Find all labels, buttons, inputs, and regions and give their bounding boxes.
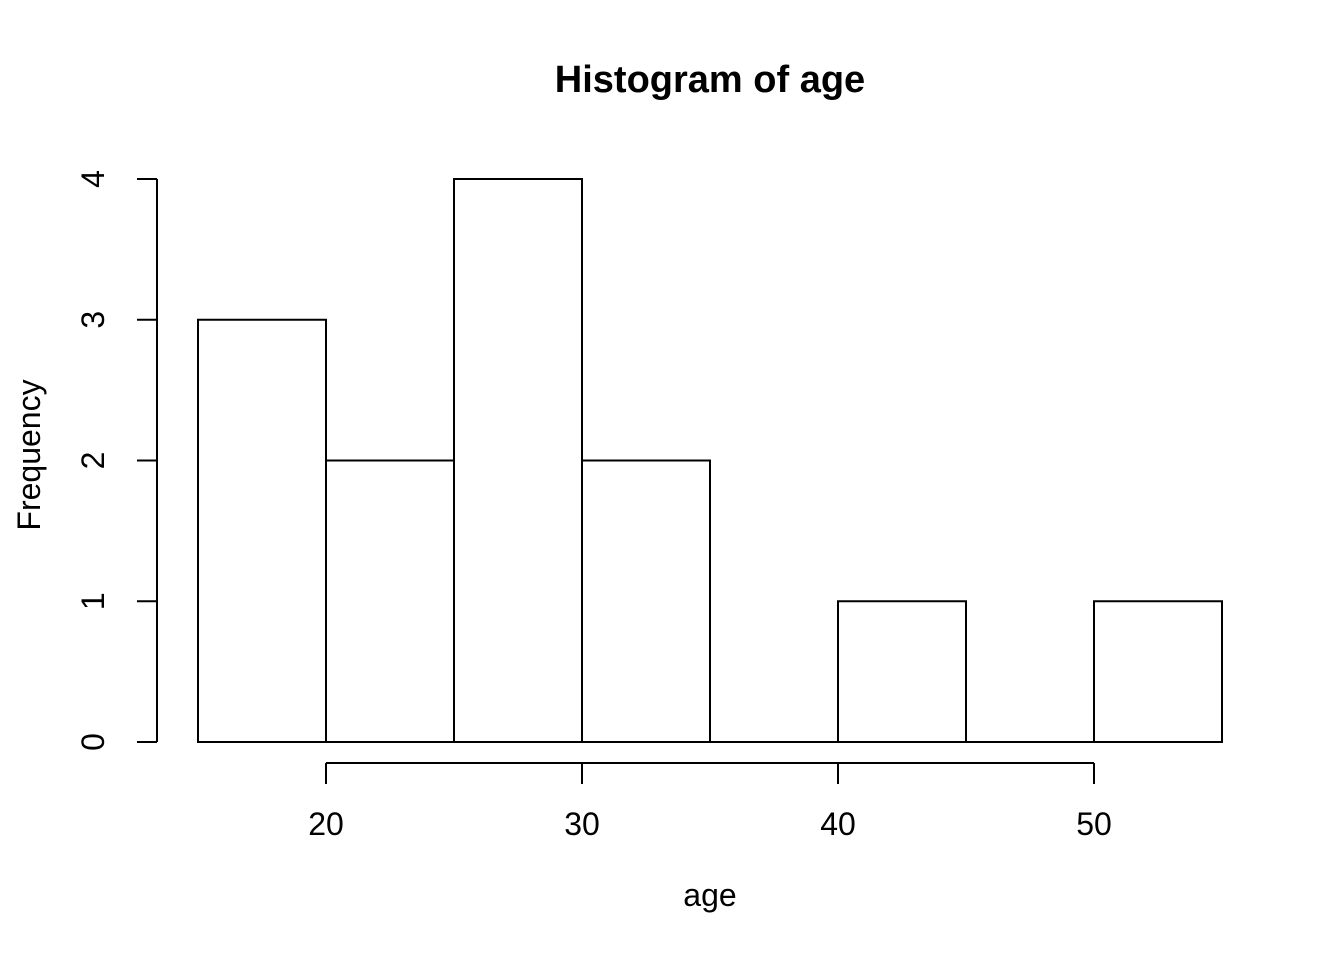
x-axis-tick-label: 40: [820, 806, 856, 842]
y-axis-label: Frequency: [11, 379, 47, 530]
histogram-bar: [325, 459, 455, 743]
histogram-bar: [581, 459, 711, 743]
histogram-bar: [1093, 600, 1223, 743]
chart-title: Histogram of age: [555, 59, 865, 101]
histogram-bar: [453, 178, 583, 743]
y-axis-tick-label: 0: [75, 733, 111, 751]
y-axis-tick-label: 2: [75, 452, 111, 470]
x-axis-tick-label: 30: [564, 806, 600, 842]
x-axis-label: age: [683, 877, 736, 913]
histogram-bars: [197, 178, 1223, 743]
x-axis-tick-label: 50: [1076, 806, 1112, 842]
y-axis-tick-label: 4: [75, 170, 111, 188]
y-axis-tick-label: 3: [75, 311, 111, 329]
axes: 0 1 2 3 4 20 30 40 50: [75, 170, 1112, 842]
y-axis-tick-label: 1: [75, 592, 111, 610]
x-axis-tick-label: 20: [308, 806, 344, 842]
histogram-bar: [197, 318, 327, 743]
histogram-bar: [837, 600, 967, 743]
